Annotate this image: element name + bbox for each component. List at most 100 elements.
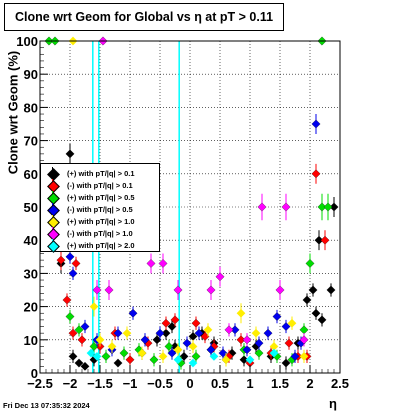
y-tick-label: 30 xyxy=(24,266,38,281)
data-point xyxy=(113,328,123,338)
legend-entry: (-) with pT/|q| > 0.5 xyxy=(41,203,159,217)
data-point xyxy=(77,335,87,345)
data-point xyxy=(320,235,330,245)
data-point xyxy=(230,325,240,335)
data-point xyxy=(242,335,252,345)
data-point xyxy=(290,351,300,361)
x-tick-label: −2 xyxy=(63,376,78,391)
series-1 xyxy=(56,163,330,370)
data-point xyxy=(209,351,219,361)
data-point xyxy=(68,351,78,361)
data-point xyxy=(80,361,90,371)
data-point xyxy=(206,285,216,295)
legend-entry: (-) with pT/|q| > 0.1 xyxy=(41,179,159,193)
data-point xyxy=(236,308,246,318)
data-point xyxy=(284,338,294,348)
data-point xyxy=(95,335,105,345)
timestamp: Fri Dec 13 07:35:32 2024 xyxy=(3,401,90,410)
data-point xyxy=(257,202,267,212)
data-point xyxy=(158,259,168,268)
data-point xyxy=(311,119,321,129)
y-axis-label: Clone wrt Geom (%) xyxy=(5,50,21,175)
legend-entry: (+) with pT/|q| > 0.1 xyxy=(41,167,159,181)
legend-marker-icon xyxy=(47,204,60,217)
data-points-layer xyxy=(44,36,339,371)
y-tick-label: 90 xyxy=(24,67,38,82)
data-point xyxy=(179,351,189,361)
data-point xyxy=(242,345,252,355)
x-tick-label: −1 xyxy=(123,376,138,391)
legend-label: (+) with pT/|q| > 0.1 xyxy=(67,169,135,178)
data-point xyxy=(254,338,264,348)
data-point xyxy=(173,355,183,365)
data-point xyxy=(263,328,273,338)
y-tick-label: 50 xyxy=(24,200,38,215)
series-4 xyxy=(68,36,309,367)
data-point xyxy=(161,318,171,328)
legend-label: (+) with pT/|q| > 1.0 xyxy=(67,217,135,226)
y-tick-label: 20 xyxy=(24,300,38,315)
y-tick-label: 10 xyxy=(24,333,38,348)
data-point xyxy=(137,348,147,358)
data-point xyxy=(191,318,201,328)
x-axis-label: η xyxy=(329,396,337,411)
x-tick-label: 2 xyxy=(306,376,313,391)
data-point xyxy=(287,318,297,328)
y-tick-label: 60 xyxy=(24,167,38,182)
y-tick-label: 40 xyxy=(24,233,38,248)
x-tick-label: −1.5 xyxy=(87,376,113,391)
data-point xyxy=(218,348,228,358)
data-point xyxy=(92,351,102,361)
data-point xyxy=(275,285,285,295)
data-point xyxy=(74,358,84,368)
legend-entry: (-) with pT/|q| > 1.0 xyxy=(41,227,159,241)
data-point xyxy=(68,268,78,278)
data-point xyxy=(299,325,309,335)
data-point xyxy=(224,325,234,335)
data-point xyxy=(119,348,129,358)
x-tick-label: −0.5 xyxy=(147,376,173,391)
data-point xyxy=(140,335,150,345)
data-point xyxy=(251,328,261,338)
data-point xyxy=(167,348,177,358)
data-point xyxy=(317,202,327,212)
data-point xyxy=(146,259,156,268)
data-point xyxy=(326,285,336,295)
y-tick-label: 70 xyxy=(24,134,38,149)
data-point xyxy=(101,351,111,361)
data-point xyxy=(89,302,99,312)
data-point xyxy=(113,358,123,368)
data-point xyxy=(62,295,72,305)
data-point xyxy=(215,272,225,282)
series-6 xyxy=(86,348,279,368)
data-point xyxy=(173,345,183,355)
data-point xyxy=(314,235,324,245)
y-tick-label: 80 xyxy=(24,100,38,115)
data-point xyxy=(86,348,96,358)
data-point xyxy=(191,351,201,361)
data-point xyxy=(125,355,135,365)
data-point xyxy=(71,259,81,268)
x-tick-label: 0.5 xyxy=(211,376,229,391)
legend-label: (-) with pT/|q| > 0.5 xyxy=(67,205,133,214)
data-point xyxy=(68,328,78,338)
data-point xyxy=(272,312,282,321)
data-point xyxy=(308,285,318,295)
data-point xyxy=(281,322,291,331)
data-point xyxy=(305,259,315,268)
x-tick-label: 1 xyxy=(246,376,253,391)
legend-marker-icon xyxy=(47,216,60,229)
data-point xyxy=(107,342,117,351)
data-point xyxy=(221,355,231,365)
data-point xyxy=(311,169,321,179)
data-point xyxy=(161,328,171,338)
data-point xyxy=(194,328,204,338)
x-tick-label: 1.5 xyxy=(271,376,289,391)
data-point xyxy=(329,202,339,212)
data-point xyxy=(65,149,75,159)
data-point xyxy=(65,312,75,321)
data-point xyxy=(245,355,255,365)
data-point xyxy=(269,348,279,358)
data-point xyxy=(128,308,138,318)
